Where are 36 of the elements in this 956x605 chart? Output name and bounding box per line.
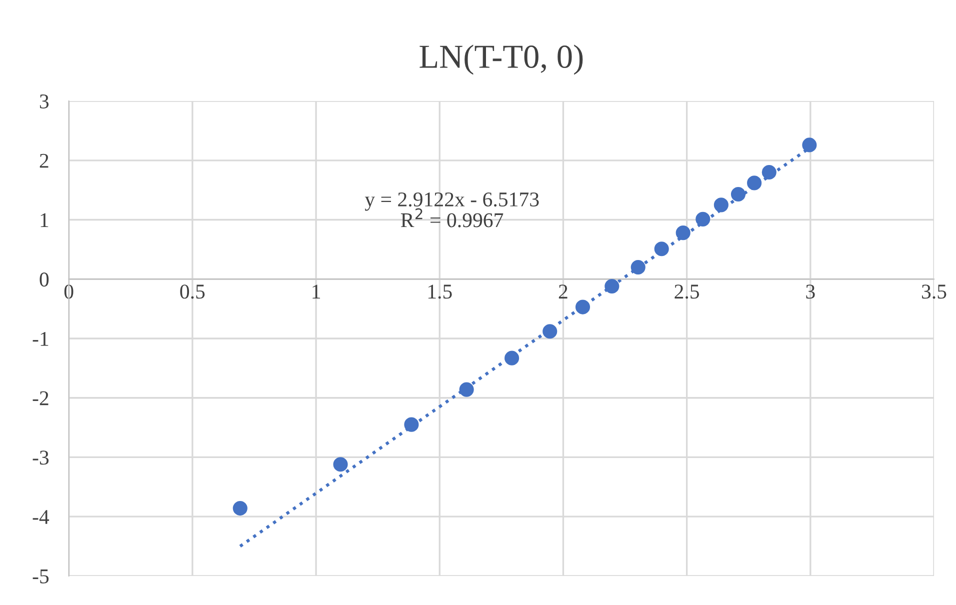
y-tick-label: -5 [32,570,49,584]
y-tick-label: -4 [32,510,50,524]
point [504,350,520,366]
y-tick-label: -1 [32,332,48,346]
x-tick-label: 0 [64,284,74,299]
x-tick-label: 1.5 [428,284,452,299]
point [676,226,690,240]
point [459,382,474,397]
y-tick-label: -3 [32,450,49,465]
y-tick-label: 0 [40,272,49,287]
point [404,417,419,432]
point [802,138,817,152]
point [747,176,762,190]
point [654,242,669,256]
y-tick-label: 3 [40,94,49,108]
y-tick-label: 1 [40,213,48,227]
point [696,212,710,226]
point [575,300,590,314]
point [630,260,646,275]
x-tick-label: 0.5 [180,284,205,299]
x-tick-label: 2.5 [674,284,700,299]
point [232,501,248,516]
point [762,164,776,180]
x-tick-label: 1 [312,284,320,298]
x-tick-label: 3 [806,284,815,299]
point [730,186,746,202]
annotation: y = 2.9122x - 6.5173 R$^{2}$ = 0.9967 [364,192,539,228]
x-tick-label: 2 [558,284,568,298]
chart-title: LN(T-T0, 0) [420,44,583,75]
point [333,457,348,472]
x-tick-label: 3.5 [922,284,946,299]
point [604,278,620,294]
y-tick-label: 2 [40,154,48,168]
point [542,324,558,339]
y-tick-label: -2 [32,391,48,406]
point [714,198,728,212]
